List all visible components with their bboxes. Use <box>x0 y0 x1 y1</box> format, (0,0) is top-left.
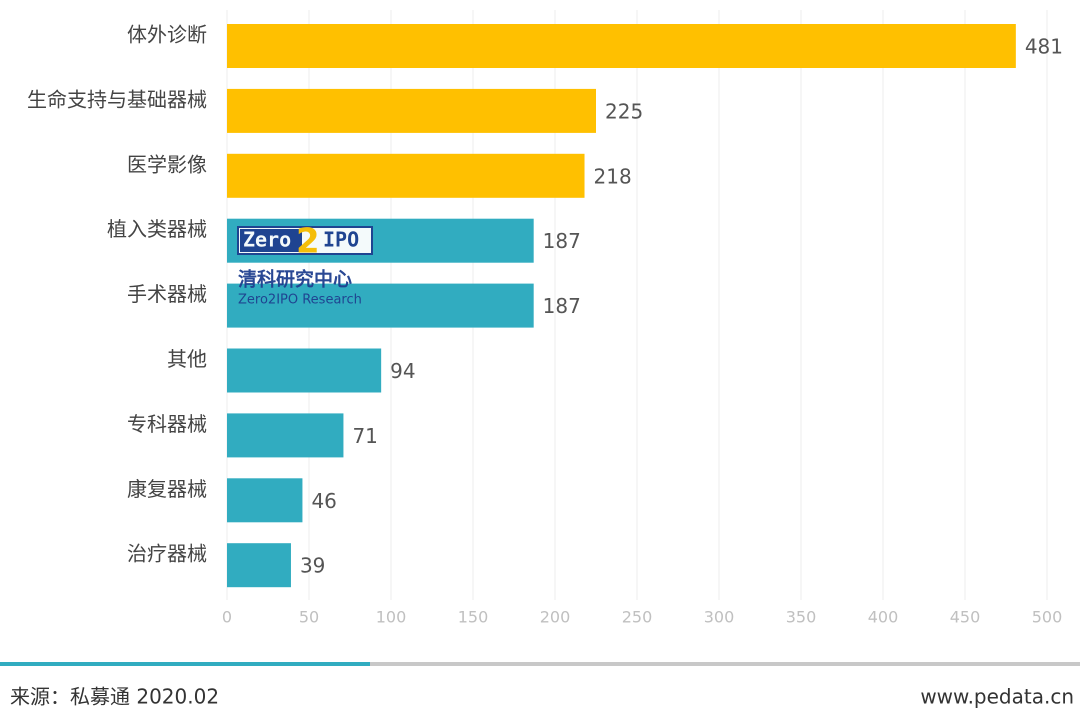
bar <box>227 24 1016 68</box>
bar <box>227 283 534 328</box>
y-tick-label: 医学影像 <box>127 152 207 176</box>
value-label: 46 <box>311 489 336 513</box>
y-tick-label: 治疗器械 <box>127 542 207 566</box>
bar <box>227 543 291 588</box>
x-tick-label: 250 <box>622 608 653 627</box>
value-label: 187 <box>543 229 581 253</box>
bars: 体外诊断 481 生命支持与基础器械 225 医学影像 218 植入类器械 187 手术器械 18… <box>27 23 1063 588</box>
value-label: 39 <box>300 554 325 578</box>
x-tick-label: 150 <box>458 608 489 627</box>
logo-left: Zero <box>243 228 291 252</box>
x-tick-label: 500 <box>1032 608 1063 627</box>
y-tick-label: 体外诊断 <box>127 23 207 47</box>
y-tick-label: 手术器械 <box>127 282 207 306</box>
logo-left-box <box>240 229 302 252</box>
x-tick-label: 200 <box>540 608 571 627</box>
x-tick-label: 50 <box>299 608 319 627</box>
x-tick-label: 100 <box>376 608 407 627</box>
value-label: 225 <box>605 99 643 123</box>
y-tick-label: 康复器械 <box>127 477 207 501</box>
value-label: 71 <box>352 424 377 448</box>
value-label: 94 <box>390 359 415 383</box>
watermark: Zero 2 IPO 清科研究中心 Zero2IPO Research <box>237 222 373 308</box>
value-label: 218 <box>594 164 632 188</box>
x-tick-label: 450 <box>950 608 981 627</box>
y-tick-label: 植入类器械 <box>107 217 207 241</box>
bar <box>227 153 585 198</box>
bar <box>227 413 344 458</box>
value-label: 187 <box>543 294 581 318</box>
x-tick-label: 350 <box>786 608 817 627</box>
x-tick-label: 0 <box>222 608 232 627</box>
x-tick-label: 400 <box>868 608 899 627</box>
y-tick-label: 其他 <box>167 347 207 371</box>
logo-right: IPO <box>323 228 359 252</box>
bar <box>227 478 303 523</box>
watermark-name-en: Zero2IPO Research <box>238 293 362 308</box>
value-label: 481 <box>1025 35 1063 59</box>
bar <box>227 348 382 393</box>
website: www.pedata.cn <box>920 685 1074 709</box>
logo-mid: 2 <box>296 222 320 262</box>
x-tick-label: 300 <box>704 608 735 627</box>
y-tick-label: 专科器械 <box>127 412 207 436</box>
bar <box>227 88 596 133</box>
footer-bar-accent <box>0 662 370 666</box>
y-tick-label: 生命支持与基础器械 <box>27 87 207 111</box>
footer-bar <box>370 662 1080 666</box>
source: 来源：私募通 2020.02 <box>10 685 219 709</box>
grid: 0 50 100 150 200 250 300 350 400 450 500 <box>222 10 1062 627</box>
watermark-name: 清科研究中心 <box>238 268 352 291</box>
